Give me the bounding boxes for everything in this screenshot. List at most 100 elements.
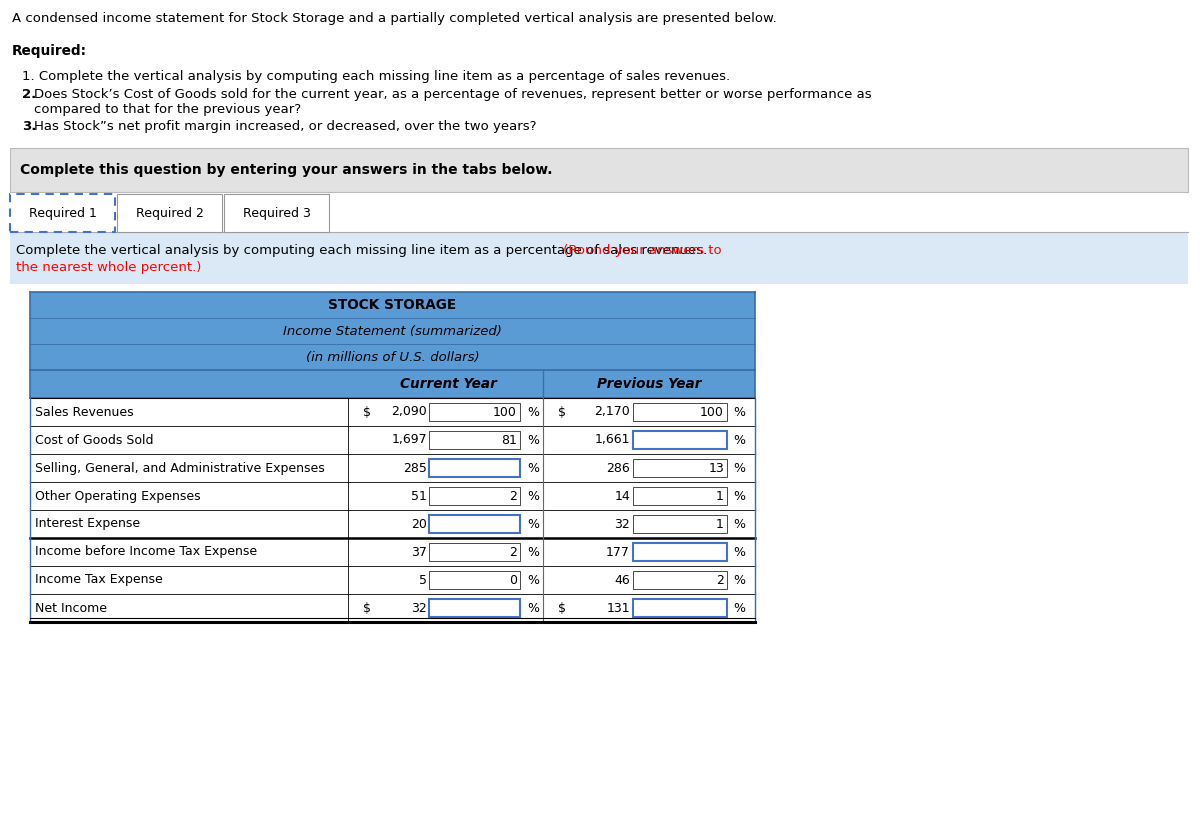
Text: %: % bbox=[527, 406, 539, 418]
Text: 14: 14 bbox=[614, 490, 630, 502]
Bar bbox=[30, 538, 755, 566]
Text: Income Statement (summarized): Income Statement (summarized) bbox=[283, 325, 502, 338]
Text: %: % bbox=[527, 602, 539, 614]
Text: %: % bbox=[527, 517, 539, 530]
Text: 286: 286 bbox=[606, 461, 630, 475]
Text: %: % bbox=[527, 545, 539, 559]
Text: Does Stock’s Cost of Goods sold for the current year, as a percentage of revenue: Does Stock’s Cost of Goods sold for the … bbox=[34, 88, 871, 101]
Bar bbox=[30, 398, 755, 426]
Bar bbox=[30, 344, 755, 370]
Bar bbox=[30, 318, 755, 344]
Text: Income before Income Tax Expense: Income before Income Tax Expense bbox=[35, 545, 257, 559]
Text: 1: 1 bbox=[716, 490, 724, 502]
Text: 32: 32 bbox=[614, 517, 630, 530]
Bar bbox=[224, 194, 329, 232]
Text: A condensed income statement for Stock Storage and a partially completed vertica: A condensed income statement for Stock S… bbox=[12, 12, 776, 25]
Text: Complete this question by entering your answers in the tabs below.: Complete this question by entering your … bbox=[20, 163, 552, 177]
Text: 2: 2 bbox=[509, 545, 517, 559]
Text: Interest Expense: Interest Expense bbox=[35, 517, 140, 530]
Text: 20: 20 bbox=[412, 517, 427, 530]
Bar bbox=[10, 148, 1188, 192]
Text: 1. Complete the vertical analysis by computing each missing line item as a perce: 1. Complete the vertical analysis by com… bbox=[22, 70, 730, 83]
Text: Current Year: Current Year bbox=[400, 377, 497, 391]
Bar bbox=[634, 515, 727, 533]
Text: 2: 2 bbox=[509, 490, 517, 502]
Text: Previous Year: Previous Year bbox=[596, 377, 701, 391]
Bar bbox=[430, 403, 520, 421]
Text: Complete the vertical analysis by computing each missing line item as a percenta: Complete the vertical analysis by comput… bbox=[16, 244, 707, 257]
Text: 81: 81 bbox=[502, 433, 517, 447]
Text: 2,170: 2,170 bbox=[594, 406, 630, 418]
Bar bbox=[634, 571, 727, 589]
Text: %: % bbox=[733, 602, 745, 614]
Text: (Round your answers to: (Round your answers to bbox=[559, 244, 722, 257]
Bar bbox=[634, 543, 727, 561]
Text: %: % bbox=[733, 433, 745, 447]
Text: 1,697: 1,697 bbox=[391, 433, 427, 447]
Text: $: $ bbox=[364, 602, 371, 614]
Text: STOCK STORAGE: STOCK STORAGE bbox=[329, 298, 456, 312]
Text: %: % bbox=[527, 433, 539, 447]
Bar bbox=[634, 403, 727, 421]
Text: Cost of Goods Sold: Cost of Goods Sold bbox=[35, 433, 154, 447]
Text: %: % bbox=[733, 545, 745, 559]
Text: 1: 1 bbox=[716, 517, 724, 530]
Text: 51: 51 bbox=[412, 490, 427, 502]
Bar bbox=[634, 459, 727, 477]
Text: $: $ bbox=[364, 406, 371, 418]
Bar bbox=[30, 594, 755, 622]
Text: 13: 13 bbox=[708, 461, 724, 475]
Bar bbox=[30, 370, 755, 398]
Bar bbox=[30, 510, 755, 538]
Text: Required:: Required: bbox=[12, 44, 88, 58]
Text: 5: 5 bbox=[419, 574, 427, 587]
Text: 1,661: 1,661 bbox=[594, 433, 630, 447]
Text: 177: 177 bbox=[606, 545, 630, 559]
Text: %: % bbox=[527, 574, 539, 587]
Bar bbox=[30, 482, 755, 510]
Text: %: % bbox=[733, 517, 745, 530]
Text: 0: 0 bbox=[509, 574, 517, 587]
Text: %: % bbox=[733, 574, 745, 587]
Bar bbox=[430, 487, 520, 505]
Text: 46: 46 bbox=[614, 574, 630, 587]
Text: %: % bbox=[527, 461, 539, 475]
Text: Selling, General, and Administrative Expenses: Selling, General, and Administrative Exp… bbox=[35, 461, 325, 475]
Text: 3.: 3. bbox=[22, 120, 36, 133]
Bar bbox=[430, 543, 520, 561]
Text: Net Income: Net Income bbox=[35, 602, 107, 614]
Bar bbox=[430, 515, 520, 533]
Bar bbox=[30, 292, 755, 318]
Text: 2,090: 2,090 bbox=[391, 406, 427, 418]
Bar bbox=[30, 454, 755, 482]
Text: 2: 2 bbox=[716, 574, 724, 587]
Bar bbox=[634, 487, 727, 505]
Text: %: % bbox=[733, 490, 745, 502]
Text: $: $ bbox=[558, 602, 566, 614]
Text: $: $ bbox=[558, 406, 566, 418]
Text: 37: 37 bbox=[412, 545, 427, 559]
Bar bbox=[30, 426, 755, 454]
Bar bbox=[430, 431, 520, 449]
Text: compared to that for the previous year?: compared to that for the previous year? bbox=[34, 103, 301, 116]
Text: Sales Revenues: Sales Revenues bbox=[35, 406, 133, 418]
Text: 100: 100 bbox=[493, 406, 517, 418]
Bar bbox=[634, 431, 727, 449]
Text: Income Tax Expense: Income Tax Expense bbox=[35, 574, 163, 587]
Text: Required 1: Required 1 bbox=[29, 207, 96, 219]
Bar bbox=[430, 599, 520, 617]
Text: 131: 131 bbox=[606, 602, 630, 614]
Bar bbox=[634, 599, 727, 617]
Text: %: % bbox=[527, 490, 539, 502]
Text: 32: 32 bbox=[412, 602, 427, 614]
Bar bbox=[10, 232, 1188, 284]
Text: %: % bbox=[733, 461, 745, 475]
Bar bbox=[430, 571, 520, 589]
Text: the nearest whole percent.): the nearest whole percent.) bbox=[16, 261, 202, 274]
Text: 2.: 2. bbox=[22, 88, 36, 101]
Text: (in millions of U.S. dollars): (in millions of U.S. dollars) bbox=[306, 350, 479, 364]
Text: Has Stock”s net profit margin increased, or decreased, over the two years?: Has Stock”s net profit margin increased,… bbox=[34, 120, 536, 133]
Bar bbox=[118, 194, 222, 232]
Text: Required 3: Required 3 bbox=[242, 207, 311, 219]
Bar bbox=[10, 194, 115, 232]
